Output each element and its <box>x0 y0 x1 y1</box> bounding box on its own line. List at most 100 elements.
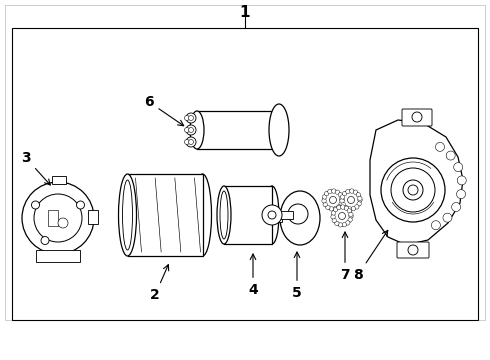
Circle shape <box>391 168 435 212</box>
Circle shape <box>58 218 68 228</box>
Bar <box>197 111 279 149</box>
Circle shape <box>346 189 350 194</box>
Circle shape <box>342 222 346 227</box>
Circle shape <box>34 194 82 242</box>
Text: 7: 7 <box>340 232 350 282</box>
Circle shape <box>333 207 338 212</box>
Circle shape <box>189 127 194 132</box>
Ellipse shape <box>194 174 212 256</box>
Bar <box>127 174 202 256</box>
Bar <box>36 250 80 262</box>
Circle shape <box>343 192 347 196</box>
Circle shape <box>347 209 351 213</box>
Circle shape <box>339 202 343 206</box>
Circle shape <box>326 205 330 210</box>
Circle shape <box>348 217 352 222</box>
Circle shape <box>351 207 356 211</box>
Bar <box>279 211 293 219</box>
Ellipse shape <box>220 191 228 239</box>
Circle shape <box>349 189 354 193</box>
Circle shape <box>341 195 345 199</box>
Circle shape <box>329 207 334 211</box>
Circle shape <box>262 205 282 225</box>
Circle shape <box>340 199 344 203</box>
Circle shape <box>76 201 84 209</box>
Circle shape <box>357 202 361 206</box>
Circle shape <box>341 205 345 209</box>
Circle shape <box>454 163 463 172</box>
Circle shape <box>322 199 326 203</box>
Circle shape <box>332 218 337 223</box>
Circle shape <box>408 185 418 195</box>
Circle shape <box>185 140 190 144</box>
Circle shape <box>186 125 196 135</box>
Circle shape <box>335 221 339 226</box>
Circle shape <box>335 190 340 194</box>
Circle shape <box>332 206 352 226</box>
Circle shape <box>436 143 444 152</box>
Circle shape <box>329 197 337 203</box>
Circle shape <box>333 207 338 211</box>
Bar <box>5 5 485 320</box>
Circle shape <box>457 190 465 199</box>
Circle shape <box>431 221 441 230</box>
Circle shape <box>353 190 358 194</box>
Circle shape <box>345 221 350 225</box>
Polygon shape <box>370 120 463 245</box>
Circle shape <box>22 182 94 254</box>
Text: 1: 1 <box>240 5 250 19</box>
Bar <box>224 186 272 244</box>
Circle shape <box>185 127 190 132</box>
Bar <box>12 28 478 320</box>
Circle shape <box>344 206 349 210</box>
Circle shape <box>358 196 362 201</box>
FancyBboxPatch shape <box>402 109 432 126</box>
Ellipse shape <box>272 111 286 149</box>
Circle shape <box>356 193 361 197</box>
Circle shape <box>457 176 466 185</box>
Circle shape <box>189 140 194 144</box>
Circle shape <box>347 197 354 203</box>
Text: 4: 4 <box>248 254 258 297</box>
Circle shape <box>288 204 308 224</box>
Circle shape <box>381 158 445 222</box>
Ellipse shape <box>122 180 132 250</box>
Circle shape <box>331 215 335 219</box>
Ellipse shape <box>280 191 320 245</box>
Circle shape <box>186 113 196 123</box>
Circle shape <box>446 151 455 160</box>
Circle shape <box>189 116 194 121</box>
Circle shape <box>185 116 190 121</box>
Circle shape <box>268 211 276 219</box>
Circle shape <box>332 189 336 193</box>
Circle shape <box>340 198 344 202</box>
Circle shape <box>355 205 359 209</box>
Circle shape <box>338 223 343 227</box>
Bar <box>48 210 58 226</box>
Text: 5: 5 <box>292 252 302 300</box>
Circle shape <box>322 195 327 199</box>
Text: 2: 2 <box>150 265 169 302</box>
Circle shape <box>341 202 345 207</box>
Circle shape <box>328 189 332 194</box>
Circle shape <box>452 202 461 212</box>
Circle shape <box>358 198 362 202</box>
Circle shape <box>403 180 423 200</box>
Text: 6: 6 <box>144 95 184 126</box>
Circle shape <box>338 193 343 197</box>
Circle shape <box>41 237 49 244</box>
Circle shape <box>347 207 352 211</box>
Text: 3: 3 <box>21 151 50 185</box>
Circle shape <box>408 245 418 255</box>
Circle shape <box>331 211 336 215</box>
Circle shape <box>349 212 353 217</box>
Ellipse shape <box>119 174 137 256</box>
Circle shape <box>323 202 327 207</box>
Text: 8: 8 <box>353 230 388 282</box>
FancyBboxPatch shape <box>397 242 429 258</box>
Circle shape <box>412 112 422 122</box>
Circle shape <box>31 201 40 209</box>
Circle shape <box>443 213 452 222</box>
Circle shape <box>339 212 345 220</box>
Circle shape <box>324 192 329 196</box>
